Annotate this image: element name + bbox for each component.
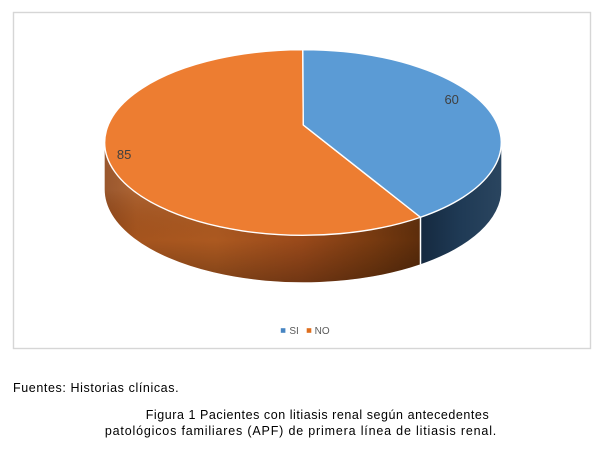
svg-text:60: 60 xyxy=(444,92,458,107)
svg-text:85: 85 xyxy=(117,147,131,162)
svg-text:NO: NO xyxy=(315,326,330,337)
svg-text:SI: SI xyxy=(289,326,298,337)
